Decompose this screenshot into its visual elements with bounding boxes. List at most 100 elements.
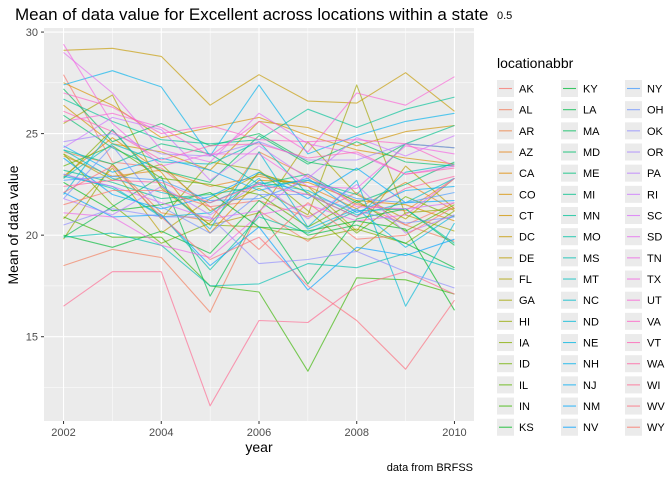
legend-label: SC xyxy=(647,211,662,223)
legend-item-ca: CA xyxy=(497,164,535,182)
series-line-oh xyxy=(63,145,455,234)
series-line-mo xyxy=(63,173,455,271)
legend-label: SD xyxy=(647,232,662,244)
x-tick-label: 2004 xyxy=(149,427,173,439)
legend-label: RI xyxy=(647,189,658,201)
legend-item-or: OR xyxy=(625,143,664,161)
series-line-ok xyxy=(63,208,455,289)
legend-item-in: IN xyxy=(497,397,530,415)
series-line-tn xyxy=(63,177,455,259)
legend-item-tn: TN xyxy=(625,249,662,267)
legend-label: OH xyxy=(647,105,664,117)
legend-item-de: DE xyxy=(497,249,534,267)
legend-label: TX xyxy=(647,274,662,286)
title-overlap-label: 0.5 xyxy=(497,10,512,22)
series-line-sc xyxy=(63,173,455,220)
legend-label: MT xyxy=(583,274,599,286)
legend-item-fl: FL xyxy=(497,270,532,288)
series-line-ga xyxy=(63,84,455,232)
legend-title: locationabbr xyxy=(497,55,574,71)
legend-item-wv: WV xyxy=(625,397,665,415)
legend-label: MN xyxy=(583,211,600,223)
y-axis-title: Mean of data value xyxy=(5,165,21,284)
legend: AK AL AR AZ CA CO CT DC DE FL GA HI IA ID IL IN KS KY LA MA… xyxy=(497,80,665,436)
legend-label: KS xyxy=(519,422,534,434)
legend-item-nj: NJ xyxy=(561,376,596,394)
series-line-wa xyxy=(63,175,455,218)
legend-item-al: AL xyxy=(497,101,532,119)
legend-label: PA xyxy=(647,168,662,180)
legend-item-mn: MN xyxy=(561,207,600,225)
legend-label: NM xyxy=(583,401,600,413)
legend-label: IN xyxy=(519,401,530,413)
series-line-ut xyxy=(63,76,455,157)
series-line-dc xyxy=(63,47,455,112)
legend-item-ms: MS xyxy=(561,249,600,267)
legend-item-sc: SC xyxy=(625,207,662,225)
legend-label: IL xyxy=(519,380,528,392)
legend-item-az: AZ xyxy=(497,143,533,161)
legend-label: FL xyxy=(519,274,532,286)
legend-item-hi: HI xyxy=(497,312,530,330)
legend-item-la: LA xyxy=(561,101,597,119)
series-line-fl xyxy=(63,94,455,226)
legend-item-nh: NH xyxy=(561,355,599,373)
series-line-tx xyxy=(63,43,455,189)
legend-label: UT xyxy=(647,295,662,307)
legend-label: MD xyxy=(583,147,600,159)
series-line-vt xyxy=(63,110,455,175)
legend-item-mo: MO xyxy=(561,228,601,246)
legend-item-wy: WY xyxy=(625,418,665,436)
x-tick-label: 2006 xyxy=(247,427,271,439)
legend-label: NH xyxy=(583,359,599,371)
legend-item-ga: GA xyxy=(497,291,536,309)
chart-title: Mean of data value for Excellent across … xyxy=(15,5,488,24)
series-line-va xyxy=(63,92,455,167)
legend-label: NC xyxy=(583,295,599,307)
legend-label: NE xyxy=(583,338,598,350)
series-line-nd xyxy=(63,129,455,307)
y-tick-label: 20 xyxy=(26,230,38,242)
legend-label: MI xyxy=(583,189,595,201)
legend-label: KY xyxy=(583,84,598,96)
legend-label: WV xyxy=(647,401,665,413)
legend-label: DE xyxy=(519,253,534,265)
legend-item-mi: MI xyxy=(561,185,595,203)
series-line-ky xyxy=(63,200,455,269)
legend-item-ma: MA xyxy=(561,122,600,140)
legend-label: ND xyxy=(583,316,599,328)
legend-item-nd: ND xyxy=(561,312,599,330)
series-line-wy xyxy=(63,189,455,250)
legend-label: NJ xyxy=(583,380,596,392)
legend-label: ME xyxy=(583,168,600,180)
legend-item-oh: OH xyxy=(625,101,664,119)
series-line-nh xyxy=(63,70,455,157)
legend-label: AR xyxy=(519,126,534,138)
x-tick-label: 2010 xyxy=(442,427,466,439)
x-tick-label: 2002 xyxy=(51,427,75,439)
legend-item-me: ME xyxy=(561,164,600,182)
legend-item-ia: IA xyxy=(497,334,530,352)
legend-label: HI xyxy=(519,316,530,328)
series-line-ne xyxy=(63,175,455,248)
x-axis-title: year xyxy=(245,439,273,455)
legend-item-nv: NV xyxy=(561,418,599,436)
legend-label: TN xyxy=(647,253,662,265)
legend-label: VT xyxy=(647,338,661,350)
legend-label: WI xyxy=(647,380,660,392)
legend-item-ne: NE xyxy=(561,334,598,352)
series-line-ms xyxy=(63,232,455,287)
legend-label: AK xyxy=(519,84,534,96)
legend-item-ri: RI xyxy=(625,185,658,203)
series-line-sd xyxy=(63,51,455,175)
legend-label: OK xyxy=(647,126,664,138)
series-line-ri xyxy=(63,116,455,181)
legend-item-dc: DC xyxy=(497,228,535,246)
legend-label: MA xyxy=(583,126,600,138)
legend-label: CA xyxy=(519,168,535,180)
series-line-or xyxy=(63,133,455,161)
series-line-ma xyxy=(63,88,455,171)
legend-item-nc: NC xyxy=(561,291,599,309)
legend-item-il: IL xyxy=(497,376,528,394)
legend-item-pa: PA xyxy=(625,164,662,182)
